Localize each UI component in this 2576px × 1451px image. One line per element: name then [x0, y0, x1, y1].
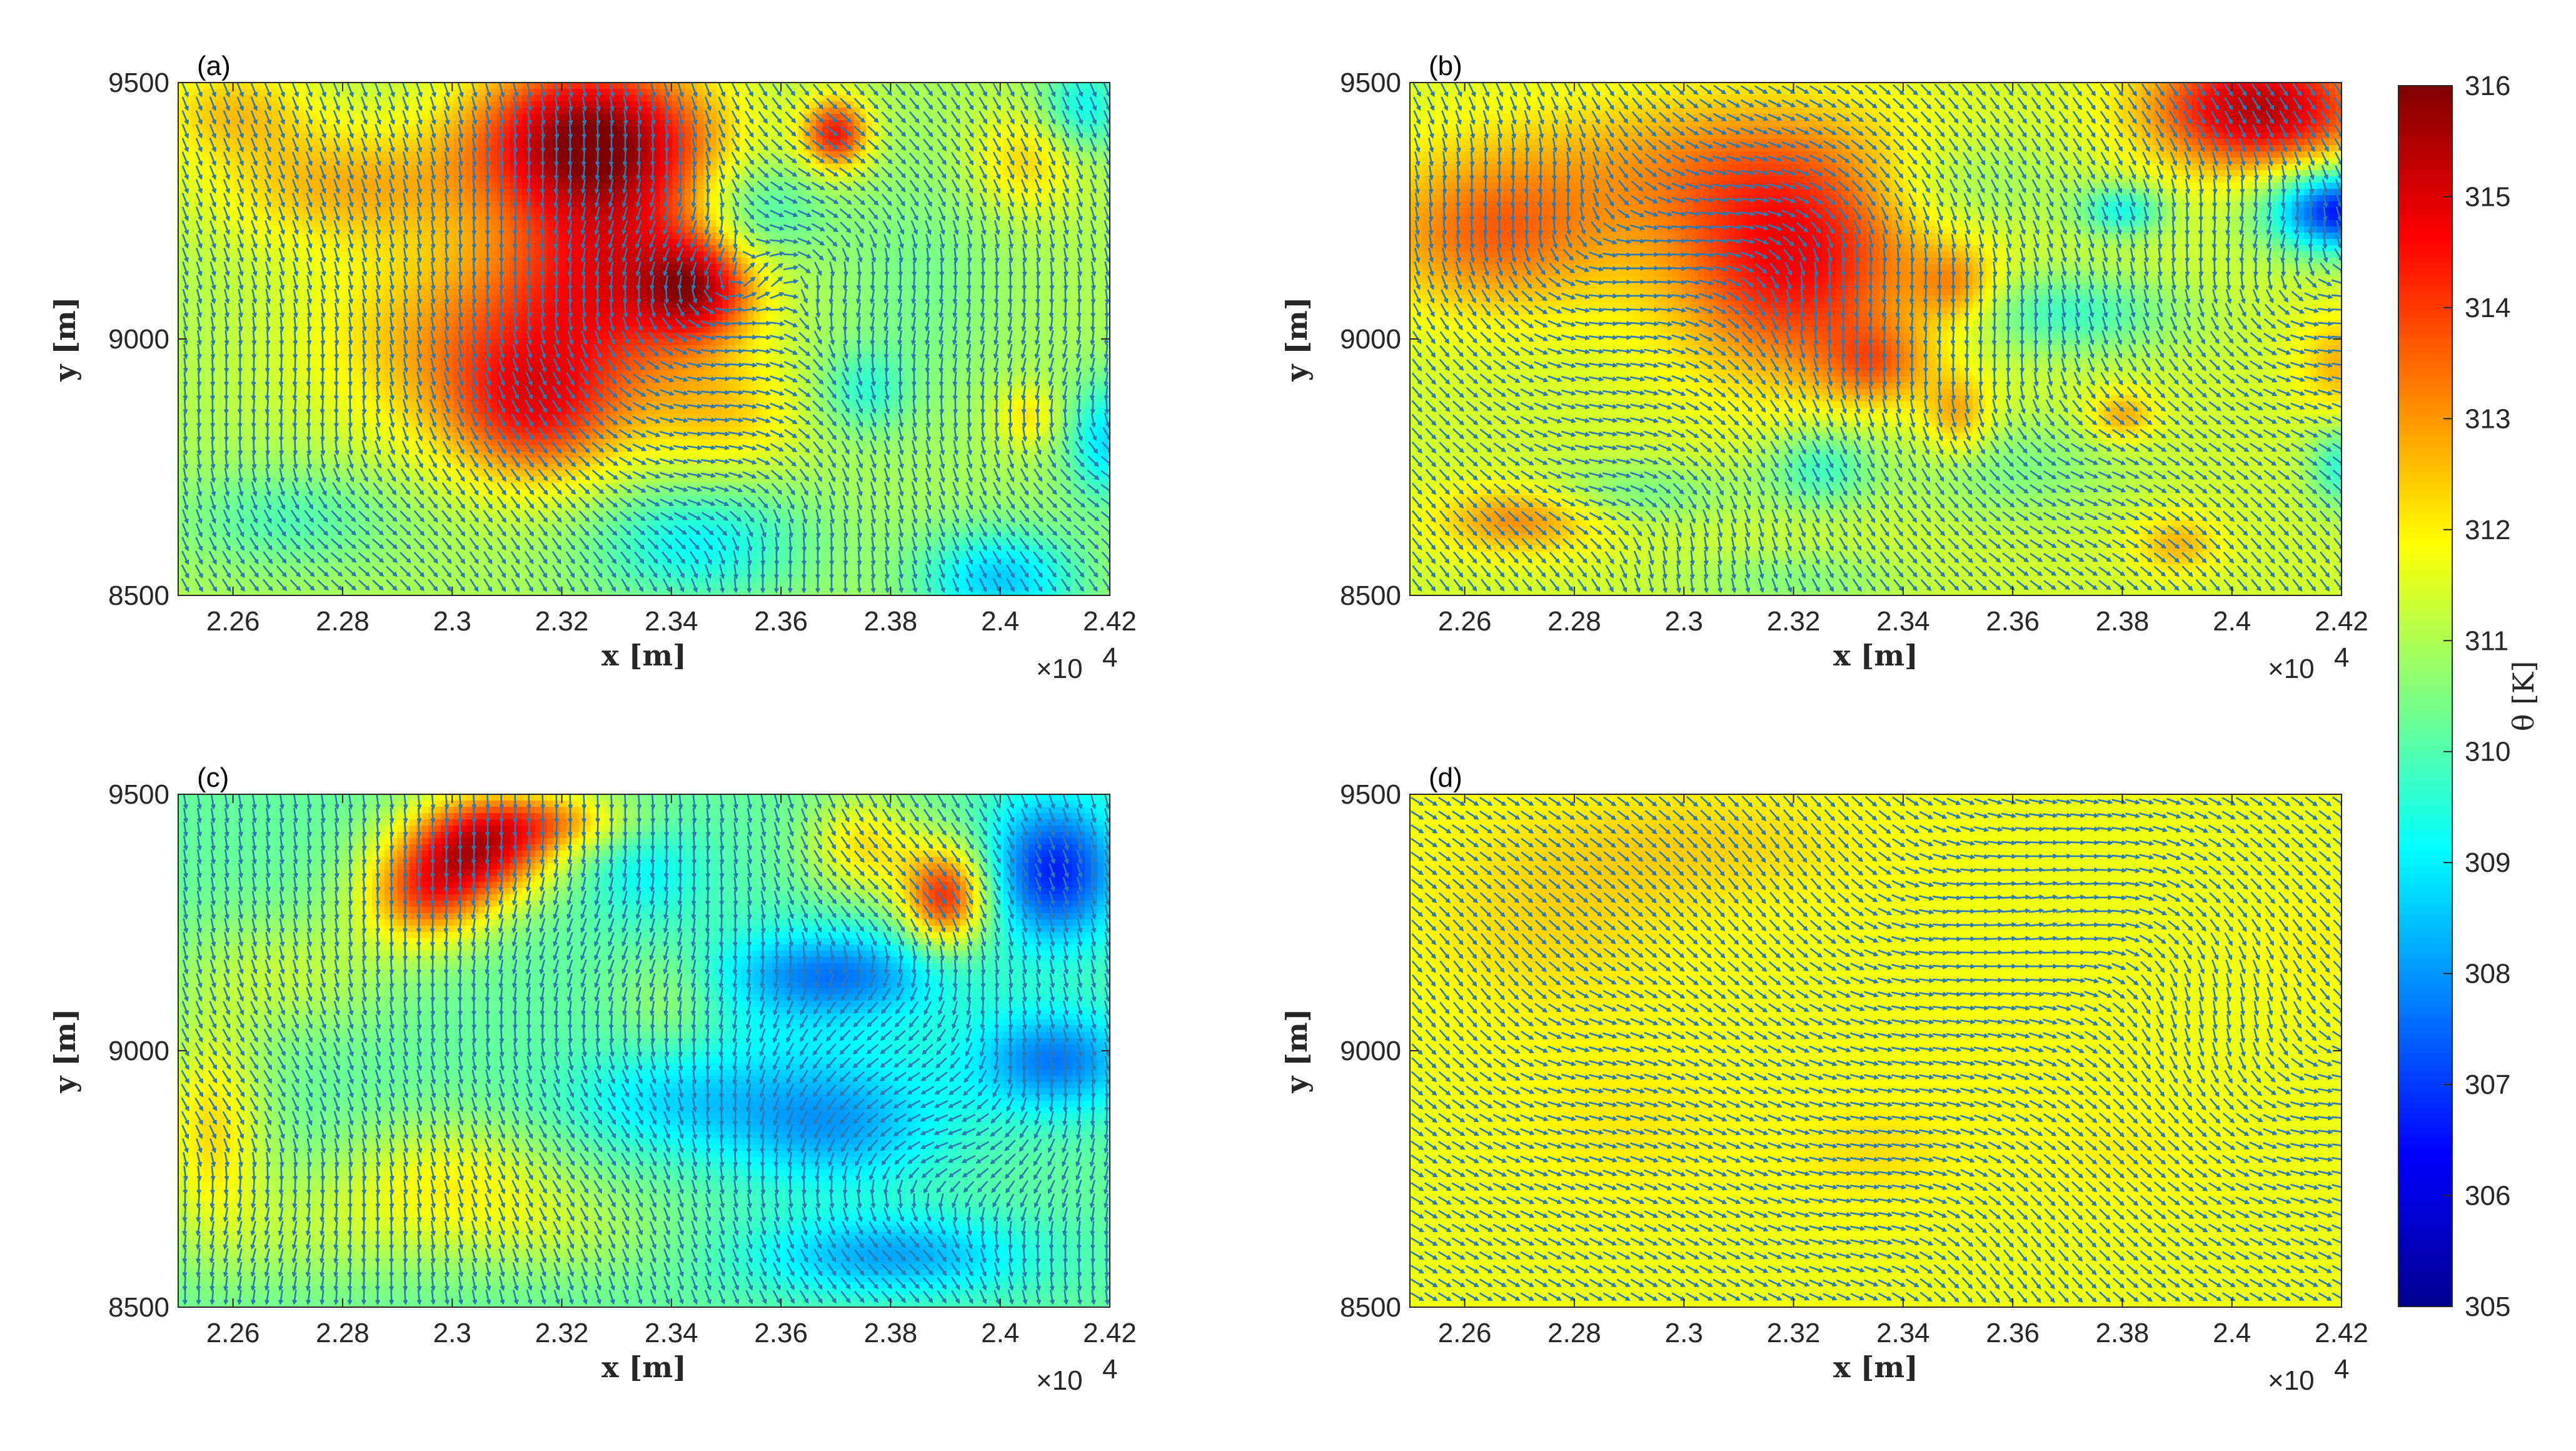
x-tick-label: 2.36 — [1986, 1318, 2040, 1348]
panel-label: (b) — [1429, 51, 1462, 81]
x-tick-label: 2.36 — [754, 1318, 808, 1348]
x-tick-label: 2.38 — [2096, 1318, 2150, 1348]
x-tick-label: 2.4 — [2213, 606, 2251, 637]
x-tick-label: 2.28 — [316, 606, 370, 637]
x-tick-label: 2.3 — [433, 606, 471, 637]
x-tick-label: 2.34 — [1876, 606, 1930, 637]
colorbar-tick-label: 309 — [2465, 847, 2510, 878]
wind-vectors — [181, 794, 1110, 1305]
y-axis-label: y [m] — [48, 1009, 82, 1094]
y-tick-label: 9500 — [108, 779, 169, 810]
y-tick-label: 8500 — [1340, 1292, 1401, 1323]
x-exponent-power: 4 — [2334, 642, 2349, 673]
x-tick-label: 2.42 — [2315, 606, 2368, 637]
colorbar-tick-label: 315 — [2465, 181, 2510, 212]
colorbar-tick-label: 316 — [2465, 71, 2510, 101]
x-tick-label: 2.32 — [535, 1318, 589, 1348]
x-tick-label: 2.36 — [1986, 606, 2040, 637]
y-tick-label: 9000 — [108, 1036, 169, 1066]
y-axis-label: y [m] — [1280, 1009, 1314, 1094]
x-tick-label: 2.42 — [1083, 606, 1137, 637]
y-tick-label: 8500 — [108, 580, 169, 611]
panel-label: (a) — [197, 51, 231, 81]
y-tick-label: 9500 — [108, 68, 169, 98]
x-tick-label: 2.38 — [864, 1318, 918, 1348]
y-tick-label: 9000 — [108, 324, 169, 355]
x-tick-label: 2.28 — [316, 1318, 370, 1348]
x-tick-label: 2.32 — [1767, 606, 1821, 637]
x-tick-label: 2.32 — [1767, 1318, 1821, 1348]
colorbar-tick-label: 306 — [2465, 1181, 2510, 1211]
x-tick-label: 2.26 — [206, 606, 260, 637]
x-tick-label: 2.42 — [2315, 1318, 2368, 1348]
panel-label: (c) — [197, 762, 229, 793]
colorbar-tick-label: 313 — [2465, 403, 2510, 434]
colorbar-tick-label: 310 — [2465, 737, 2510, 767]
y-tick-label: 8500 — [1340, 580, 1401, 611]
x-tick-label: 2.3 — [433, 1318, 471, 1348]
colorbar-tick-label: 307 — [2465, 1069, 2510, 1100]
y-axis-label: y [m] — [1280, 297, 1314, 382]
x-tick-label: 2.3 — [1665, 606, 1703, 637]
x-exponent-power: 4 — [1102, 642, 1117, 673]
panel-a: 2.26 2.28 2.3 2.32 2.34 2.36 2.38 2.4 2.42 8500 90… — [48, 51, 1137, 684]
x-tick-label: 2.32 — [535, 606, 589, 637]
x-axis-label: x [m] — [601, 1350, 687, 1384]
x-exponent: ×10 — [1036, 1365, 1083, 1396]
x-tick-label: 2.26 — [1438, 1318, 1492, 1348]
panel-b: 2.26 2.28 2.3 2.32 2.34 2.36 2.38 2.4 2.42 8500 90… — [1280, 51, 2368, 684]
wind-vectors — [181, 83, 1110, 594]
y-tick-label: 8500 — [108, 1292, 169, 1323]
x-tick-label: 2.4 — [2213, 1318, 2251, 1348]
x-axis-label: x [m] — [1833, 1350, 1918, 1384]
x-tick-label: 2.26 — [1438, 606, 1492, 637]
y-tick-label: 9500 — [1340, 68, 1401, 98]
colorbar-label: θ [K] — [2507, 661, 2540, 732]
colorbar-tick-label: 311 — [2465, 625, 2508, 656]
x-tick-label: 2.38 — [2096, 606, 2150, 637]
x-tick-label: 2.28 — [1547, 1318, 1601, 1348]
x-tick-label: 2.38 — [864, 606, 918, 637]
x-tick-label: 2.34 — [645, 606, 698, 637]
x-tick-label: 2.4 — [981, 606, 1019, 637]
x-tick-label: 2.26 — [206, 1318, 260, 1348]
colorbar-tick-label: 305 — [2465, 1292, 2510, 1322]
x-exponent: ×10 — [2268, 654, 2315, 684]
x-exponent-power: 4 — [1102, 1354, 1117, 1385]
colorbar-tick-label: 312 — [2465, 515, 2510, 545]
x-tick-label: 2.28 — [1547, 606, 1601, 637]
panel-d: 2.26 2.28 2.3 2.32 2.34 2.36 2.38 2.4 2.42 8500 90… — [1280, 762, 2368, 1396]
x-exponent: ×10 — [2268, 1365, 2315, 1396]
x-tick-label: 2.42 — [1083, 1318, 1137, 1348]
panel-label: (d) — [1429, 762, 1462, 793]
colorbar-tick-label: 308 — [2465, 959, 2510, 989]
wind-vectors — [1411, 83, 2342, 594]
x-tick-label: 2.4 — [981, 1318, 1019, 1348]
x-tick-label: 2.34 — [1876, 1318, 1930, 1348]
colorbar-tick-label: 314 — [2465, 293, 2510, 323]
y-tick-label: 9500 — [1340, 779, 1401, 810]
x-axis-label: x [m] — [601, 639, 687, 672]
x-axis-label: x [m] — [1833, 639, 1918, 672]
x-tick-label: 2.36 — [754, 606, 808, 637]
y-tick-label: 9000 — [1340, 1036, 1401, 1066]
wind-vectors — [1410, 796, 2342, 1303]
panel-c: 2.26 2.28 2.3 2.32 2.34 2.36 2.38 2.4 2.42 8500 90… — [48, 762, 1137, 1396]
x-tick-label: 2.34 — [645, 1318, 698, 1348]
y-tick-label: 9000 — [1340, 324, 1401, 355]
x-exponent-power: 4 — [2334, 1354, 2349, 1385]
y-axis-label: y [m] — [48, 297, 82, 382]
x-tick-label: 2.3 — [1665, 1318, 1703, 1348]
colorbar-gradient — [2398, 85, 2453, 1307]
colorbar: 305 306 307 308 309 310 311 312 313 314 315 316 θ [… — [2398, 71, 2540, 1322]
x-exponent: ×10 — [1036, 654, 1083, 684]
